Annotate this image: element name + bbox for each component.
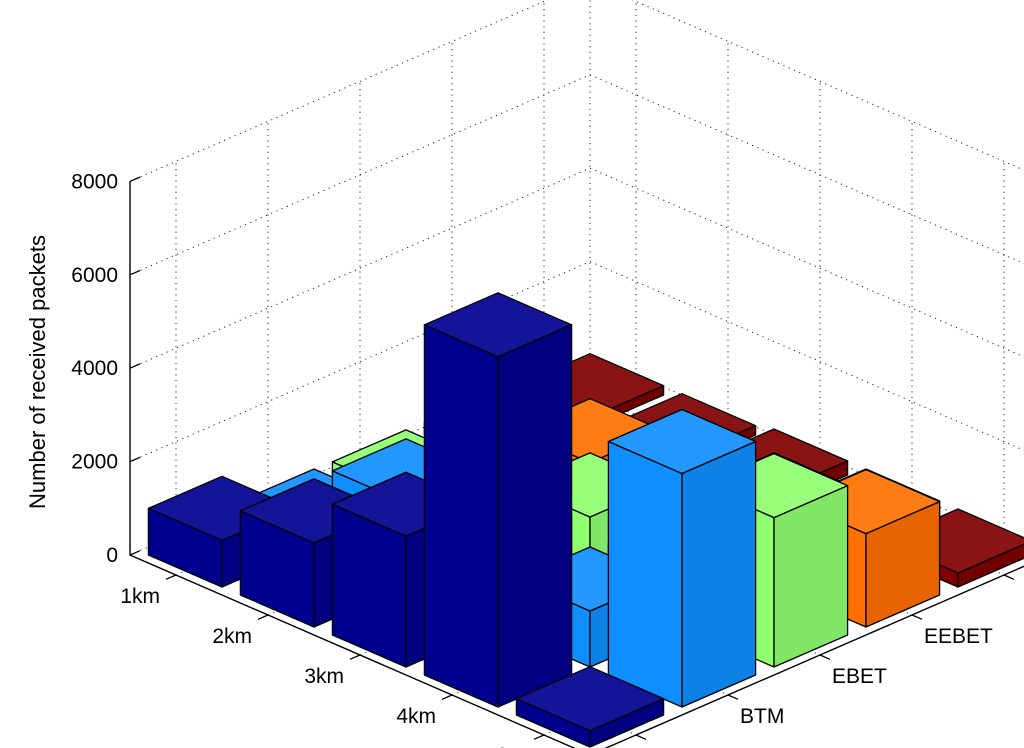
y-tick: [819, 654, 831, 660]
bar-face-right: [957, 543, 1024, 588]
distance-tick-label: 1km: [120, 585, 160, 608]
z-tick: [129, 456, 141, 463]
bar-face-right: [681, 440, 757, 708]
axes: [129, 176, 1024, 748]
distance-tick-label: 5km: [488, 745, 528, 748]
bar-uwdar-4km: [423, 292, 573, 708]
z-tick-label: 4000: [71, 357, 118, 380]
bars: [147, 292, 1024, 748]
x-tick: [257, 614, 269, 620]
y-tick: [635, 734, 647, 740]
x-tick: [533, 734, 545, 740]
x-tick: [165, 574, 177, 580]
method-tick-label: EEBET: [924, 625, 993, 648]
bar-face-left: [607, 440, 683, 708]
z-tick: [129, 269, 141, 276]
distance-tick-label: 2km: [212, 625, 252, 648]
distance-tick-label: 3km: [304, 665, 344, 688]
bar-face-top: [515, 666, 665, 732]
gridline: [589, 74, 1024, 265]
bar-btm-5km: [607, 408, 757, 708]
bar-face-right: [497, 324, 573, 708]
x-tick: [349, 654, 361, 660]
y-tick: [911, 614, 923, 620]
method-tick-label: BTM: [740, 705, 784, 728]
distance-tick-label: 4km: [396, 705, 436, 728]
bar-face-left: [423, 324, 499, 708]
method-tick-label: UWDAR: [648, 745, 727, 748]
y-tick: [1003, 574, 1015, 580]
tick-labels: 0 2000 4000 6000 8000 1km 2km 3km 4km 5km UWDAR BTM…: [71, 170, 993, 748]
z-tick-label: 2000: [71, 451, 118, 474]
bar-face-top: [423, 292, 573, 358]
z-tick-label: 8000: [71, 170, 118, 193]
z-tick: [129, 550, 141, 556]
z-tick: [129, 363, 141, 369]
method-tick-label: EBET: [832, 665, 887, 688]
bar-uwdar-5km: [515, 666, 665, 748]
y-tick: [727, 694, 739, 700]
z-axis-label: Number of received packets: [25, 235, 50, 509]
z-tick-label: 0: [106, 544, 118, 567]
bar-face-top: [607, 408, 757, 475]
z-tick-label: 6000: [71, 264, 118, 287]
gridline: [631, 0, 1024, 171]
gridline: [129, 0, 549, 182]
gridline: [589, 167, 1024, 358]
z-tick: [129, 176, 141, 182]
x-tick: [441, 694, 453, 700]
